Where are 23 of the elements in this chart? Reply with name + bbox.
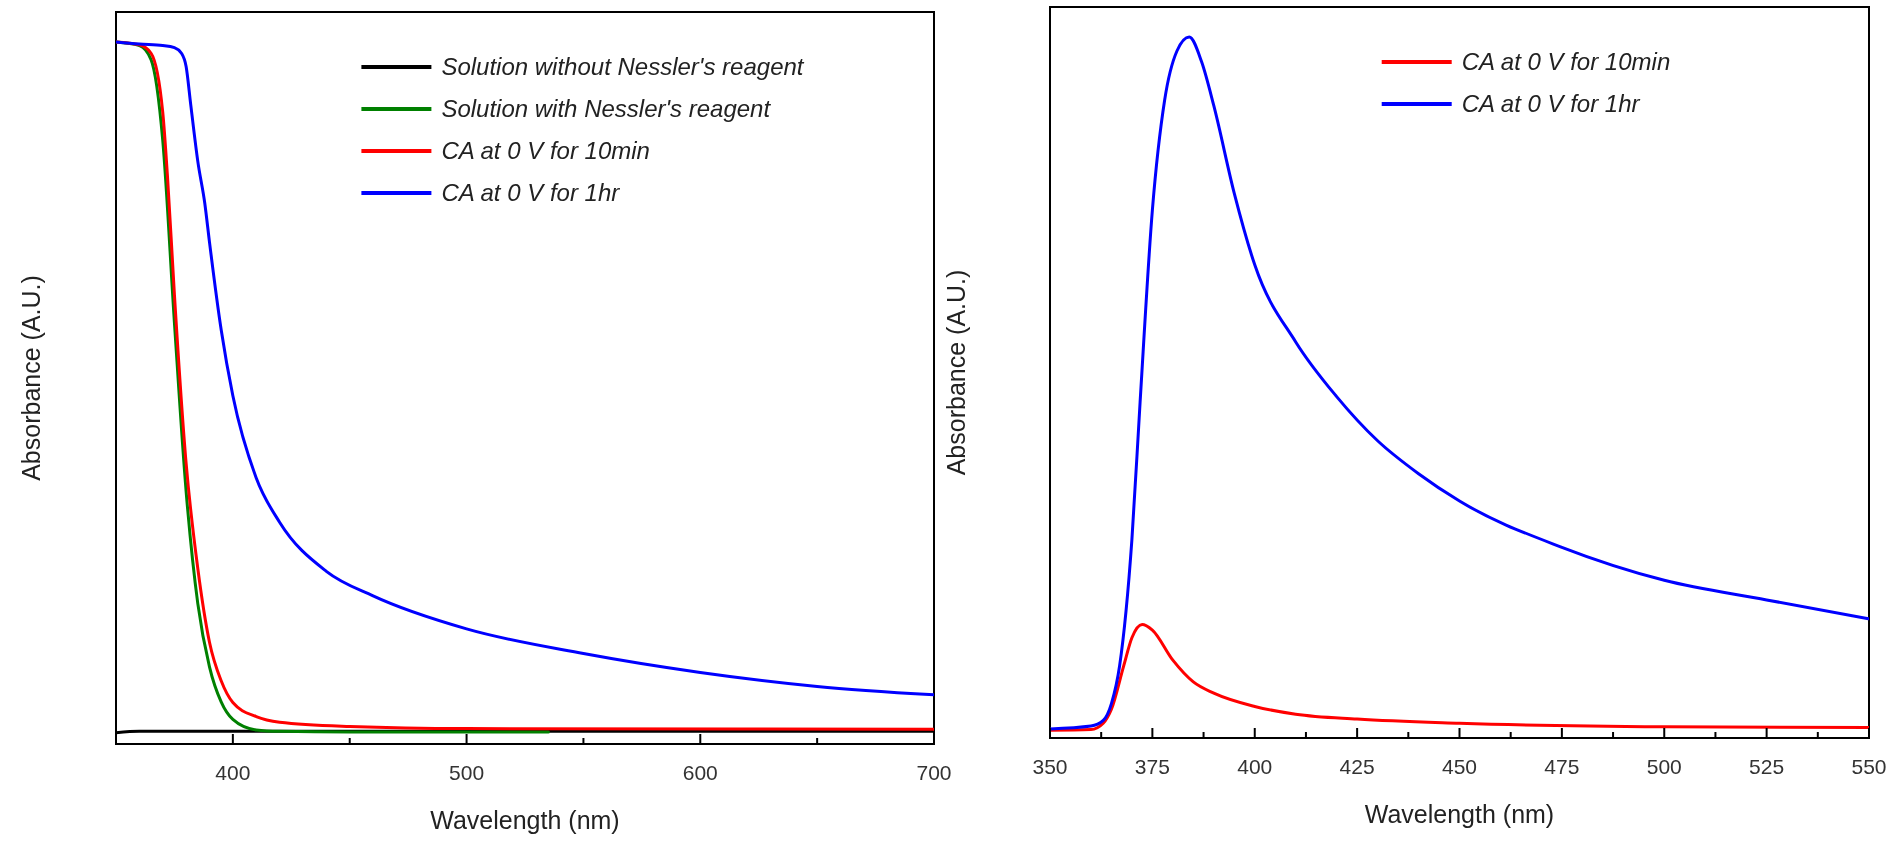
x-tick-label: 550 [1851,755,1887,778]
x-tick-label: 500 [449,761,485,784]
x-tick-label: 500 [1646,755,1682,778]
x-tick-label: 400 [215,761,251,784]
legend-label: CA at 0 V for 1hr [1461,90,1641,117]
legend-label: Solution with Nessler's reagent [441,95,772,122]
x-tick-label: 600 [682,761,718,784]
y-axis-title: Absorbance (A.U.) [942,269,970,476]
x-axis-title: Wavelength (nm) [1364,800,1555,828]
x-axis-title: Wavelength (nm) [430,806,620,834]
x-tick-label: 450 [1441,755,1478,778]
x-tick-label: 350 [1032,755,1068,778]
x-tick-label: 375 [1134,755,1170,778]
x-tick-label: 425 [1339,755,1375,778]
x-tick-label: 475 [1544,755,1580,778]
legend-label: CA at 0 V for 10min [1461,48,1671,75]
x-tick-label: 400 [1237,755,1273,778]
legend-label: Solution without Nessler's reagent [441,53,805,80]
legend-label: CA at 0 V for 10min [441,137,650,164]
x-tick-label: 525 [1749,755,1785,778]
legend-label: CA at 0 V for 1hr [441,179,621,206]
y-axis-title: Absorbance (A.U.) [17,275,45,481]
x-tick-label: 700 [916,761,952,784]
